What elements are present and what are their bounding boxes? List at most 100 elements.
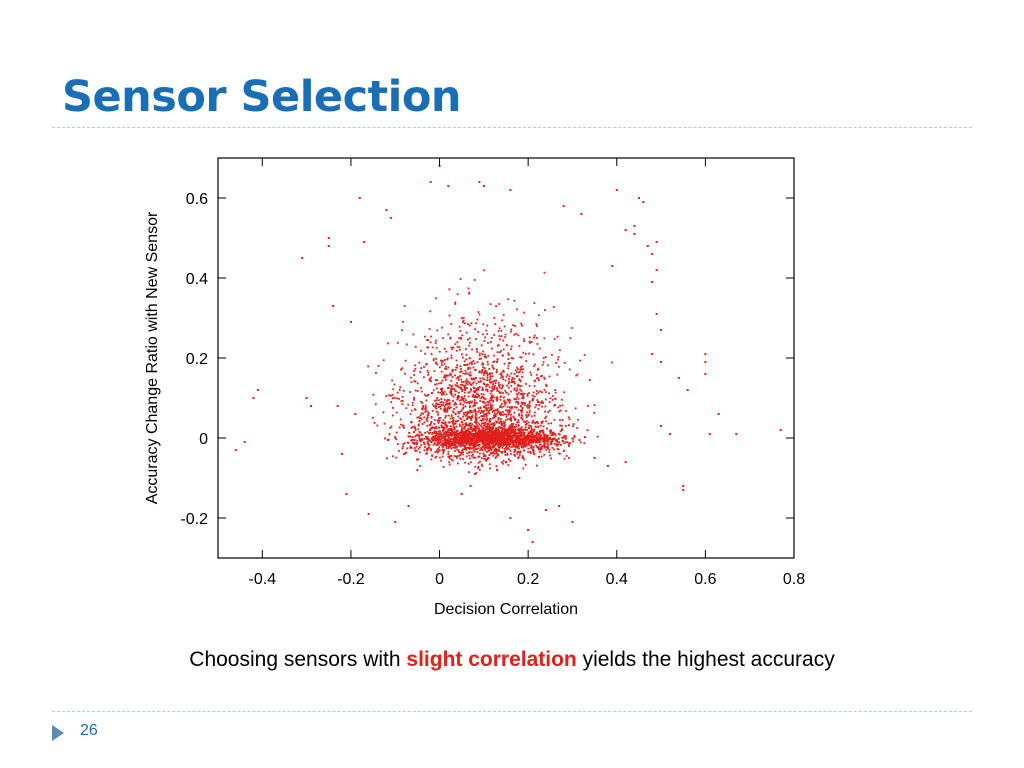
caption-highlight: slight correlation (406, 648, 577, 671)
scatter-point (460, 493, 463, 495)
scatter-point (519, 388, 521, 391)
scatter-point (447, 453, 450, 455)
scatter-point (518, 378, 521, 381)
scatter-point (495, 420, 497, 423)
scatter-point (535, 392, 538, 395)
scatter-point (527, 432, 530, 435)
scatter-point (501, 424, 504, 426)
scatter-point (506, 430, 509, 432)
scatter-point (460, 370, 463, 373)
scatter-point (500, 413, 503, 416)
scatter-point (461, 388, 463, 391)
scatter-point (514, 445, 517, 448)
scatter-point (504, 461, 507, 464)
scatter-point (505, 344, 508, 347)
scatter-point (519, 441, 521, 444)
scatter-point (519, 434, 522, 437)
scatter-point (514, 426, 517, 429)
scatter-point (487, 457, 490, 459)
scatter-point (459, 402, 462, 405)
scatter-point (424, 406, 427, 409)
scatter-point (474, 408, 476, 411)
scatter-point (433, 437, 436, 440)
scatter-point (474, 390, 477, 392)
scatter-point (491, 440, 493, 443)
scatter-point (498, 384, 500, 387)
scatter-point (454, 374, 456, 377)
scatter-point (573, 434, 576, 437)
scatter-point (493, 317, 496, 319)
scatter-point (523, 433, 525, 436)
scatter-point (510, 429, 513, 432)
scatter-point (500, 427, 503, 429)
scatter-point (514, 438, 517, 441)
scatter-point (476, 425, 479, 428)
scatter-point (402, 424, 405, 427)
scatter-point (543, 376, 546, 379)
scatter-point (423, 441, 425, 444)
scatter-point (550, 441, 553, 444)
scatter-point (495, 452, 498, 455)
scatter-point (532, 435, 535, 438)
scatter-point (404, 452, 407, 455)
scatter-point (391, 397, 394, 400)
scatter-point (455, 359, 458, 362)
scatter-point (430, 440, 433, 443)
scatter-point (521, 375, 523, 378)
scatter-point (537, 314, 540, 317)
scatter-point (502, 348, 505, 351)
scatter-point (532, 451, 535, 453)
scatter-point (529, 434, 532, 437)
scatter-point (543, 434, 546, 437)
scatter-point (462, 423, 464, 426)
scatter-point (468, 450, 471, 453)
scatter-point (435, 426, 438, 428)
scatter-point (517, 413, 520, 416)
scatter-point (463, 401, 466, 404)
scatter-point (515, 308, 518, 311)
scatter-point (441, 442, 444, 445)
scatter-point (448, 442, 451, 445)
scatter-point (490, 397, 493, 400)
scatter-point (541, 374, 543, 377)
scatter-point (502, 376, 504, 378)
scatter-point (488, 372, 491, 375)
scatter-point (522, 402, 525, 404)
scatter-point (544, 405, 547, 408)
scatter-point (469, 367, 471, 369)
scatter-point (481, 386, 484, 389)
scatter-point (451, 384, 453, 387)
scatter-point (530, 446, 532, 449)
scatter-point (493, 367, 495, 370)
scatter-point (556, 448, 559, 450)
scatter-point (475, 402, 478, 404)
scatter-point (470, 442, 473, 444)
scatter-point (477, 447, 480, 450)
scatter-point (397, 450, 400, 452)
scatter-point (485, 433, 488, 436)
scatter-point (502, 444, 505, 446)
x-tick-label: 0 (435, 571, 444, 588)
scatter-point (486, 447, 489, 450)
scatter-point (535, 323, 538, 326)
scatter-point (488, 437, 490, 440)
scatter-point (466, 435, 469, 438)
scatter-point (451, 433, 454, 435)
scatter-point (461, 443, 463, 446)
scatter-point (473, 473, 476, 475)
scatter-point (546, 442, 549, 445)
scatter-point (537, 432, 540, 435)
scatter-point (444, 410, 447, 413)
scatter-point (500, 451, 503, 453)
scatter-point (479, 439, 481, 441)
scatter-point (454, 413, 457, 416)
scatter-point (532, 391, 535, 394)
scatter-point (475, 382, 478, 385)
scatter-point (549, 437, 552, 439)
scatter-point (504, 450, 507, 452)
scatter-point (487, 422, 490, 425)
scatter-point (489, 445, 492, 448)
scatter-point (489, 435, 491, 438)
scatter-point (453, 388, 456, 390)
scatter-point (519, 428, 522, 431)
